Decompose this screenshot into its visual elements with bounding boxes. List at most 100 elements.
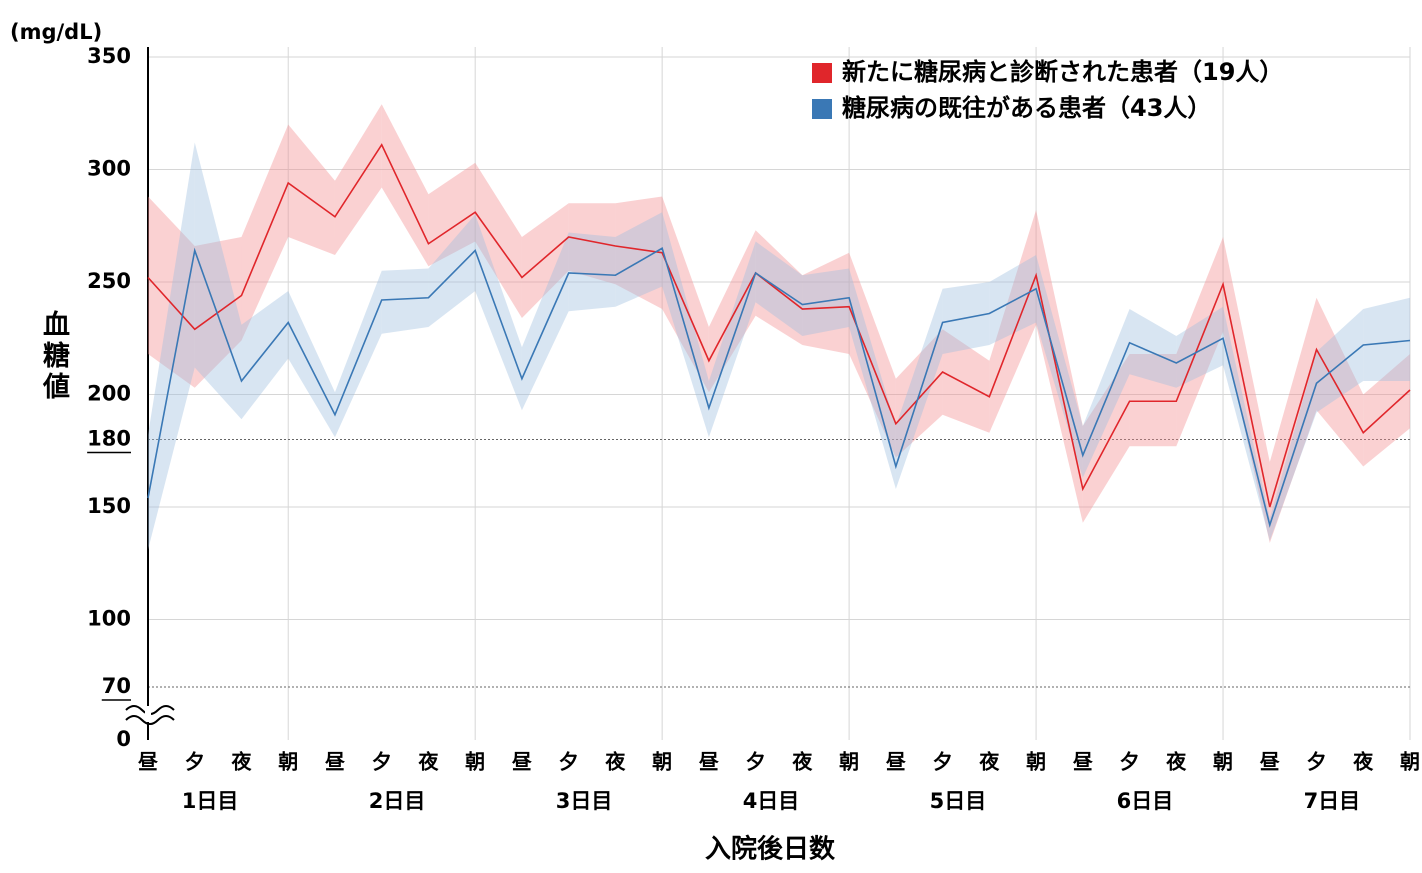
band-segment	[755, 230, 803, 345]
band-segment	[1363, 297, 1410, 381]
band-segment	[662, 196, 709, 393]
x-tick-label: 夕	[185, 750, 205, 774]
y-axis-title: 血糖値	[38, 310, 69, 403]
band-segment	[381, 268, 429, 334]
band-segment	[989, 210, 1037, 433]
x-tick-label: 夜	[1165, 750, 1187, 774]
band-segment	[1082, 354, 1130, 523]
band-segment	[662, 212, 709, 438]
band-segment	[1036, 210, 1083, 523]
band-segment	[1269, 297, 1317, 543]
band-segment	[241, 291, 289, 420]
band-segment	[428, 162, 476, 267]
band-segment	[288, 124, 335, 255]
y-tick-label: 300	[87, 157, 131, 181]
band-segment	[942, 329, 990, 433]
y-tick-label: 0	[116, 727, 131, 751]
x-tick-label: 朝	[1400, 750, 1420, 774]
band-segment	[1082, 309, 1130, 478]
x-group-label: 2日目	[369, 789, 426, 813]
line	[147, 143, 1411, 508]
band-segment	[1223, 237, 1270, 543]
band-segment	[849, 268, 896, 489]
band-segment	[475, 162, 522, 318]
band-segment	[802, 268, 850, 336]
x-group-label: 3日目	[556, 789, 613, 813]
x-tick-label: 夕	[933, 750, 953, 774]
band-segment	[148, 196, 195, 388]
x-tick-label: 昼	[886, 750, 906, 774]
y-tick-label: 180	[87, 427, 131, 451]
y-tick-label: 200	[87, 382, 131, 406]
y-tick-label: 350	[87, 44, 131, 68]
band-segment	[1363, 354, 1410, 467]
x-tick-label: 朝	[839, 750, 859, 774]
legend-label: 新たに糖尿病と診断された患者（19人）	[842, 58, 1283, 86]
y-tick-label: 70	[102, 674, 131, 698]
legend-swatch	[812, 99, 832, 119]
x-tick-label: 夜	[791, 750, 813, 774]
band-segment	[1129, 354, 1177, 447]
x-tick-label: 朝	[652, 750, 672, 774]
band-segment	[428, 214, 476, 327]
legend-label: 糖尿病の既往がある患者（43人）	[842, 94, 1211, 122]
band-segment	[1036, 255, 1083, 478]
x-tick-label: 夕	[559, 750, 579, 774]
band-segment	[708, 230, 756, 393]
y-tick-label: 150	[87, 494, 131, 518]
band-segment	[989, 255, 1037, 345]
y-unit: (mg/dL)	[10, 20, 102, 44]
x-tick-label: 朝	[465, 750, 485, 774]
band-segment	[521, 203, 569, 318]
band-segment	[568, 203, 616, 285]
band-segment	[1129, 309, 1177, 388]
x-tick-label: 夕	[1307, 750, 1327, 774]
x-axis-title: 入院後日数	[705, 834, 836, 865]
band-segment	[288, 291, 335, 438]
band-segment	[1223, 306, 1270, 541]
x-tick-label: 夕	[746, 750, 766, 774]
y-tick-label: 250	[87, 269, 131, 293]
line	[147, 247, 1411, 528]
band-segment	[1316, 297, 1364, 467]
x-tick-label: 夜	[417, 750, 439, 774]
y-tick-label: 100	[87, 607, 131, 631]
x-tick-label: 朝	[1213, 750, 1233, 774]
x-tick-label: 夕	[1120, 750, 1140, 774]
x-group-label: 5日目	[930, 789, 987, 813]
x-tick-label: 昼	[325, 750, 345, 774]
x-group-label: 6日目	[1117, 789, 1174, 813]
x-tick-label: 昼	[512, 750, 532, 774]
band-segment	[381, 104, 429, 267]
x-tick-label: 昼	[699, 750, 719, 774]
x-group-label: 7日目	[1304, 789, 1361, 813]
x-tick-label: 朝	[278, 750, 298, 774]
x-tick-label: 昼	[1073, 750, 1093, 774]
band-segment	[615, 212, 663, 307]
band-segment	[334, 270, 382, 438]
band-segment	[615, 196, 663, 309]
x-tick-label: 夕	[372, 750, 392, 774]
x-tick-label: 夜	[604, 750, 626, 774]
band-segment	[521, 232, 569, 411]
x-tick-label: 朝	[1026, 750, 1046, 774]
band-segment	[1269, 351, 1317, 541]
band-segment	[148, 142, 195, 550]
x-tick-label: 昼	[138, 750, 158, 774]
x-tick-label: 昼	[1260, 750, 1280, 774]
x-group-label: 4日目	[743, 789, 800, 813]
band-segment	[568, 232, 616, 312]
grid	[148, 47, 1411, 740]
band-segment	[849, 252, 896, 458]
band-segment	[1316, 309, 1364, 413]
x-tick-label: 夜	[1352, 750, 1374, 774]
x-tick-label: 夜	[230, 750, 252, 774]
legend-swatch	[812, 63, 832, 83]
band-segment	[1176, 306, 1224, 388]
axis-break-gap	[145, 709, 151, 719]
band-segment	[241, 124, 289, 341]
x-tick-label: 夜	[978, 750, 1000, 774]
band-segment	[802, 252, 850, 354]
